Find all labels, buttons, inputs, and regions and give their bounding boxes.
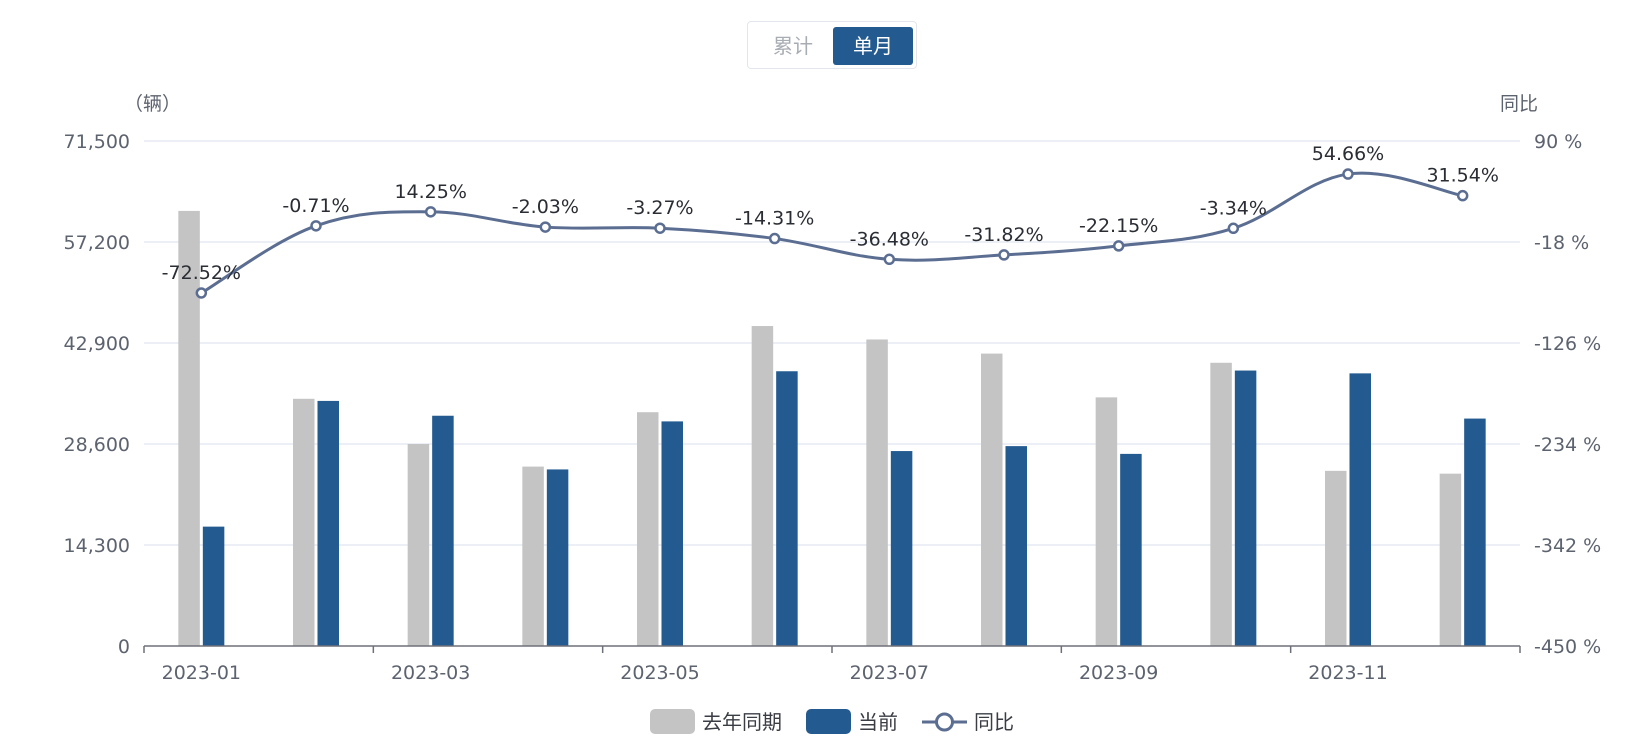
yoy-point [654, 222, 666, 234]
yoy-data-label: -36.48% [850, 228, 929, 250]
legend-swatch-last-year [650, 709, 695, 734]
left-axis-unit: （辆） [124, 93, 181, 115]
y-right-tick-label: -342 % [1534, 535, 1601, 557]
yoy-data-label: -3.34% [1200, 197, 1267, 219]
x-tick-label: 2023-11 [1308, 662, 1387, 684]
x-tick-label: 2023-07 [850, 662, 929, 684]
bar-last-year [1325, 470, 1347, 646]
y-right-tick-label: 90 % [1534, 131, 1582, 153]
yoy-point [998, 249, 1010, 261]
bar-current [776, 371, 798, 646]
axes: 0 -450 % 14,300 -342 % 28,600 -234 % 42,900 -12… [64, 131, 1602, 684]
bar-last-year [522, 466, 544, 646]
yoy-data-label: -0.71% [282, 195, 349, 217]
y-right-tick-label: -234 % [1534, 434, 1601, 456]
yoy-data-label: -31.82% [964, 224, 1043, 246]
yoy-data-label: -3.27% [626, 197, 693, 219]
monthly-tab[interactable]: 单月 [833, 27, 913, 65]
legend-label-current: 当前 [858, 710, 898, 734]
bar-last-year [293, 398, 315, 646]
x-tick-label: 2023-09 [1079, 662, 1158, 684]
bar-last-year [751, 326, 774, 646]
legend-swatch-current [806, 709, 851, 734]
cumulative-tab[interactable]: 累计 [773, 34, 813, 58]
grid-lines [144, 140, 1520, 546]
yoy-point [1342, 168, 1354, 180]
bar-last-year [637, 412, 659, 646]
yoy-line-path [200, 171, 1463, 295]
bar-last-year [981, 353, 1003, 646]
yoy-point [1227, 222, 1240, 235]
yoy-point [768, 232, 781, 245]
bar-last-year [1439, 473, 1462, 646]
bar-current [661, 421, 683, 646]
bars [178, 210, 1486, 646]
bar-current [1005, 446, 1027, 646]
bar-current [1464, 418, 1486, 646]
legend: 去年同期 当前 同比 [650, 709, 1014, 734]
yoy-point [1456, 189, 1469, 202]
bar-current [1120, 453, 1142, 646]
bar-current [1234, 370, 1257, 646]
y-left-tick-label: 42,900 [64, 333, 130, 355]
legend-label-last-year: 去年同期 [702, 710, 782, 734]
yoy-point [424, 206, 437, 218]
bar-last-year [866, 339, 888, 646]
y-left-tick-label: 57,200 [64, 232, 130, 254]
legend-label-yoy: 同比 [974, 710, 1014, 734]
y-right-tick-label: -18 % [1534, 232, 1589, 254]
yoy-point [883, 253, 896, 266]
yoy-data-label: -72.52% [162, 262, 241, 284]
bar-current [1349, 373, 1371, 646]
yoy-point [539, 221, 552, 233]
yoy-data-label: -2.03% [512, 196, 579, 218]
yoy-point [1112, 240, 1125, 252]
bar-last-year [1210, 362, 1232, 646]
right-axis-unit: 同比 [1500, 93, 1538, 115]
bar-current [890, 451, 913, 646]
y-right-tick-label: -126 % [1534, 333, 1601, 355]
y-left-tick-label: 14,300 [64, 535, 130, 557]
period-toggle: 累计 单月 [747, 21, 917, 69]
yoy-data-label: -22.15% [1079, 215, 1158, 237]
yoy-point [195, 287, 208, 299]
y-left-tick-label: 28,600 [64, 434, 130, 456]
y-left-tick-label: 71,500 [64, 131, 130, 153]
x-tick-label: 2023-01 [162, 662, 241, 684]
yoy-data-label: 54.66% [1312, 143, 1384, 165]
bar-current [317, 400, 339, 646]
yoy-point [310, 220, 322, 232]
bar-last-year [407, 444, 430, 646]
yoy-data-label: 14.25% [394, 181, 466, 203]
y-left-tick-label: 0 [118, 636, 130, 658]
y-right-tick-label: -450 % [1534, 636, 1601, 658]
yoy-data-label: 31.54% [1426, 165, 1498, 187]
bar-current [432, 415, 454, 646]
yoy-data-label: -14.31% [735, 208, 814, 230]
bar-last-year [1095, 397, 1118, 646]
bar-current [546, 469, 569, 646]
bar-last-year [178, 210, 200, 646]
bar-current [202, 526, 225, 646]
x-tick-label: 2023-05 [620, 662, 699, 684]
x-tick-label: 2023-03 [391, 662, 470, 684]
yoy-line: -72.52% -0.71% 14.25% -2.03% -3.27% -14.31% -3… [162, 143, 1499, 299]
legend-swatch-yoy-marker [935, 712, 954, 732]
